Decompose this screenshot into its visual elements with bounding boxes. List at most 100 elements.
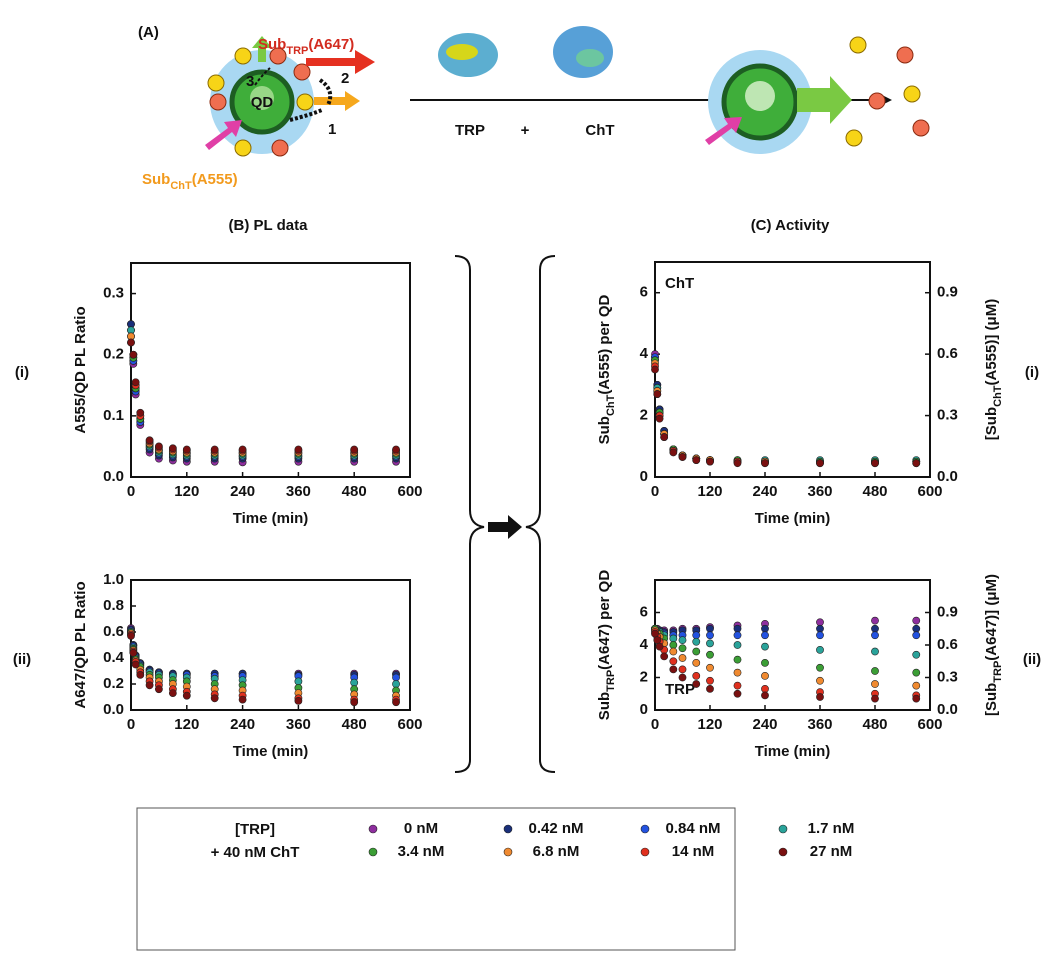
data-point [912, 631, 921, 640]
series [127, 320, 400, 467]
data-point [761, 671, 769, 680]
data-point [692, 658, 701, 667]
row-label: (ii) [1023, 651, 1041, 668]
legend-title: + 40 nM ChT [211, 844, 300, 861]
bracket [525, 255, 556, 773]
series [127, 626, 400, 682]
series [651, 353, 921, 466]
legend-marker [503, 824, 513, 834]
arrow [289, 108, 323, 122]
y-tick-label: 2 [640, 668, 648, 685]
data-point [706, 457, 714, 466]
y2-tick-label: 0.3 [937, 407, 958, 424]
protein [576, 49, 604, 67]
data-point [154, 442, 163, 451]
data-point [168, 689, 177, 697]
data-point [294, 697, 303, 705]
y-axis-label-part: (A647) per QD [596, 570, 613, 670]
data-point [678, 636, 687, 645]
data-point [692, 647, 701, 656]
particle [296, 93, 314, 111]
enzyme-label: ChT [585, 122, 614, 139]
x-tick-label: 0 [127, 483, 135, 500]
x-axis-label: Time (min) [233, 743, 309, 760]
data-point [706, 663, 714, 672]
sub-cht-label: SubChT(A555) [142, 171, 238, 192]
x-tick-label: 480 [342, 716, 367, 733]
arrow [254, 67, 271, 86]
data-point [678, 453, 687, 461]
y2-axis-label-part: (A647)] (μM) [983, 574, 1000, 661]
data-point [816, 676, 824, 685]
legend-label: 3.4 nM [398, 843, 445, 860]
x-tick-label: 360 [286, 716, 311, 733]
y-axis-label-part: ChT [605, 394, 617, 416]
data-point [912, 681, 921, 690]
data-point [706, 684, 714, 693]
y-tick-label: 0.0 [103, 701, 124, 718]
legend-marker [503, 847, 513, 857]
series [127, 624, 400, 678]
data-point [733, 668, 742, 677]
series [651, 624, 921, 636]
data-point [350, 445, 359, 454]
data-point [392, 445, 400, 454]
data-point [238, 695, 247, 704]
data-point [154, 685, 163, 694]
y-tick-label: 0.2 [103, 675, 124, 692]
x-tick-label: 600 [397, 716, 422, 733]
series [127, 628, 400, 695]
plus-label: + [521, 122, 530, 139]
data-point [678, 665, 687, 674]
arrow [314, 91, 360, 111]
particle [896, 46, 914, 64]
panel-a: (A) SubTRP(A647) QD 3 2 1 SubChT(A555) T… [138, 24, 930, 192]
y-tick-label: 0.0 [103, 468, 124, 485]
data-point [912, 624, 921, 633]
y-tick-label: 0.8 [103, 597, 124, 614]
series [651, 356, 921, 466]
data-point [655, 642, 664, 651]
data-point [692, 680, 701, 688]
series [127, 628, 400, 688]
y-tick-label: 0.4 [103, 649, 125, 666]
data-point [669, 448, 678, 457]
series [127, 338, 400, 455]
data-point [655, 414, 664, 423]
legend-label: 0.84 nM [665, 820, 720, 837]
panel-label: (A) [138, 24, 159, 41]
y2-axis-label-part: ChT [992, 385, 1004, 407]
x-tick-label: 360 [807, 716, 832, 733]
data-point [761, 684, 769, 693]
series [127, 629, 400, 700]
x-tick-label: 360 [807, 483, 832, 500]
arrow [252, 36, 272, 62]
particle [868, 92, 886, 110]
y2-axis-label-part: (A555)] (μM) [983, 299, 1000, 386]
data-point [706, 676, 714, 685]
series [127, 630, 400, 704]
data-point [871, 667, 879, 675]
legend-label: 1.7 nM [808, 820, 855, 837]
data-point [761, 459, 769, 468]
data-point [692, 631, 701, 640]
y-axis-label: SubTRP(A647) per QD [596, 570, 617, 721]
data-point [127, 632, 135, 640]
x-tick-label: 600 [917, 716, 942, 733]
data-point [127, 338, 135, 347]
data-point [761, 624, 769, 633]
series [651, 624, 921, 659]
y-tick-label: 0.3 [103, 285, 124, 302]
y2-axis-label-part: TRP [992, 661, 1004, 683]
legend-label: 27 nM [810, 843, 853, 860]
data-point [392, 673, 400, 682]
arrow [705, 117, 742, 145]
legend-marker [778, 824, 788, 834]
data-point [912, 616, 921, 625]
data-point [871, 631, 879, 640]
series [127, 625, 400, 679]
series [651, 624, 921, 677]
series [127, 326, 400, 461]
step-label: 1 [328, 121, 336, 138]
y2-tick-label: 0.6 [937, 636, 958, 653]
